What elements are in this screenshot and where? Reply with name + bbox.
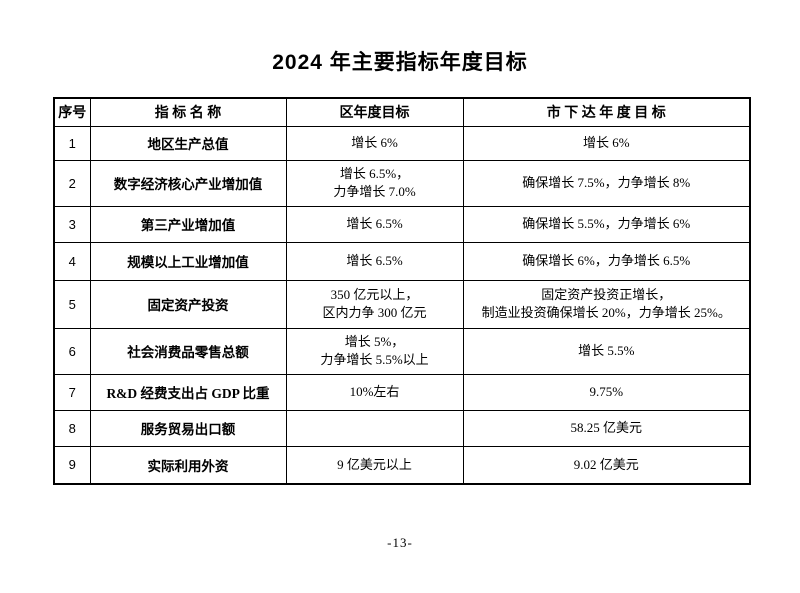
- row-district-target: 9 亿美元以上: [285, 445, 464, 485]
- row-indicator-name: R&D 经费支出占 GDP 比重: [89, 373, 287, 411]
- row-serial: 3: [53, 205, 91, 243]
- row-serial: 5: [53, 279, 91, 329]
- row-indicator-name: 数字经济核心产业增加值: [89, 159, 287, 207]
- table-row: 2 数字经济核心产业增加值 增长 6.5%， 力争增长 7.0% 确保增长 7.…: [53, 159, 751, 207]
- table-row: 3 第三产业增加值 增长 6.5% 确保增长 5.5%，力争增长 6%: [53, 205, 751, 243]
- table-row: 9 实际利用外资 9 亿美元以上 9.02 亿美元: [53, 445, 751, 485]
- row-indicator-name: 固定资产投资: [89, 279, 287, 329]
- table-row: 5 固定资产投资 350 亿元以上， 区内力争 300 亿元 固定资产投资正增长…: [53, 279, 751, 329]
- table-row: 6 社会消费品零售总额 增长 5%， 力争增长 5.5%以上 增长 5.5%: [53, 327, 751, 375]
- col-header-indicator-name: 指 标 名 称: [89, 97, 287, 127]
- row-city-target: 确保增长 7.5%，力争增长 8%: [462, 159, 751, 207]
- row-city-target: 增长 6%: [462, 125, 751, 161]
- row-indicator-name: 社会消费品零售总额: [89, 327, 287, 375]
- row-district-target: 增长 6.5%: [285, 241, 464, 281]
- row-city-target: 58.25 亿美元: [462, 409, 751, 447]
- table-row: 4 规模以上工业增加值 增长 6.5% 确保增长 6%，力争增长 6.5%: [53, 241, 751, 281]
- page-number: -13-: [387, 535, 413, 550]
- row-district-target: 增长 5%， 力争增长 5.5%以上: [285, 327, 464, 375]
- row-district-target: 增长 6.5%: [285, 205, 464, 243]
- page-title: 2024 年主要指标年度目标: [272, 51, 528, 74]
- row-serial: 2: [53, 159, 91, 207]
- row-district-target: 增长 6.5%， 力争增长 7.0%: [285, 159, 464, 207]
- row-city-target: 固定资产投资正增长， 制造业投资确保增长 20%，力争增长 25%。: [462, 279, 751, 329]
- table-row: 7 R&D 经费支出占 GDP 比重 10%左右 9.75%: [53, 373, 751, 411]
- row-district-target: 增长 6%: [285, 125, 464, 161]
- row-city-target: 确保增长 6%，力争增长 6.5%: [462, 241, 751, 281]
- row-serial: 1: [53, 125, 91, 161]
- table-row: 8 服务贸易出口额 58.25 亿美元: [53, 409, 751, 447]
- row-city-target: 增长 5.5%: [462, 327, 751, 375]
- row-city-target: 9.75%: [462, 373, 751, 411]
- table-row: 1 地区生产总值 增长 6% 增长 6%: [53, 125, 751, 161]
- row-city-target: 9.02 亿美元: [462, 445, 751, 485]
- row-district-target: 350 亿元以上， 区内力争 300 亿元: [285, 279, 464, 329]
- row-serial: 8: [53, 409, 91, 447]
- row-indicator-name: 实际利用外资: [89, 445, 287, 485]
- row-district-target: 10%左右: [285, 373, 464, 411]
- col-header-district-target: 区年度目标: [285, 97, 464, 127]
- row-city-target: 确保增长 5.5%，力争增长 6%: [462, 205, 751, 243]
- col-header-city-target: 市 下 达 年 度 目 标: [462, 97, 751, 127]
- col-header-serial: 序号: [53, 97, 91, 127]
- row-serial: 7: [53, 373, 91, 411]
- row-indicator-name: 第三产业增加值: [89, 205, 287, 243]
- row-indicator-name: 地区生产总值: [89, 125, 287, 161]
- row-serial: 6: [53, 327, 91, 375]
- row-serial: 9: [53, 445, 91, 485]
- table-header-row: 序号 指 标 名 称 区年度目标 市 下 达 年 度 目 标: [53, 97, 751, 127]
- row-district-target: [285, 409, 464, 447]
- document-page: { "page": { "title": "2024 年主要指标年度目标", "…: [0, 46, 800, 593]
- row-indicator-name: 规模以上工业增加值: [89, 241, 287, 281]
- indicators-table: 序号 指 标 名 称 区年度目标 市 下 达 年 度 目 标 1 地区生产总值 …: [53, 97, 751, 485]
- row-serial: 4: [53, 241, 91, 281]
- row-indicator-name: 服务贸易出口额: [89, 409, 287, 447]
